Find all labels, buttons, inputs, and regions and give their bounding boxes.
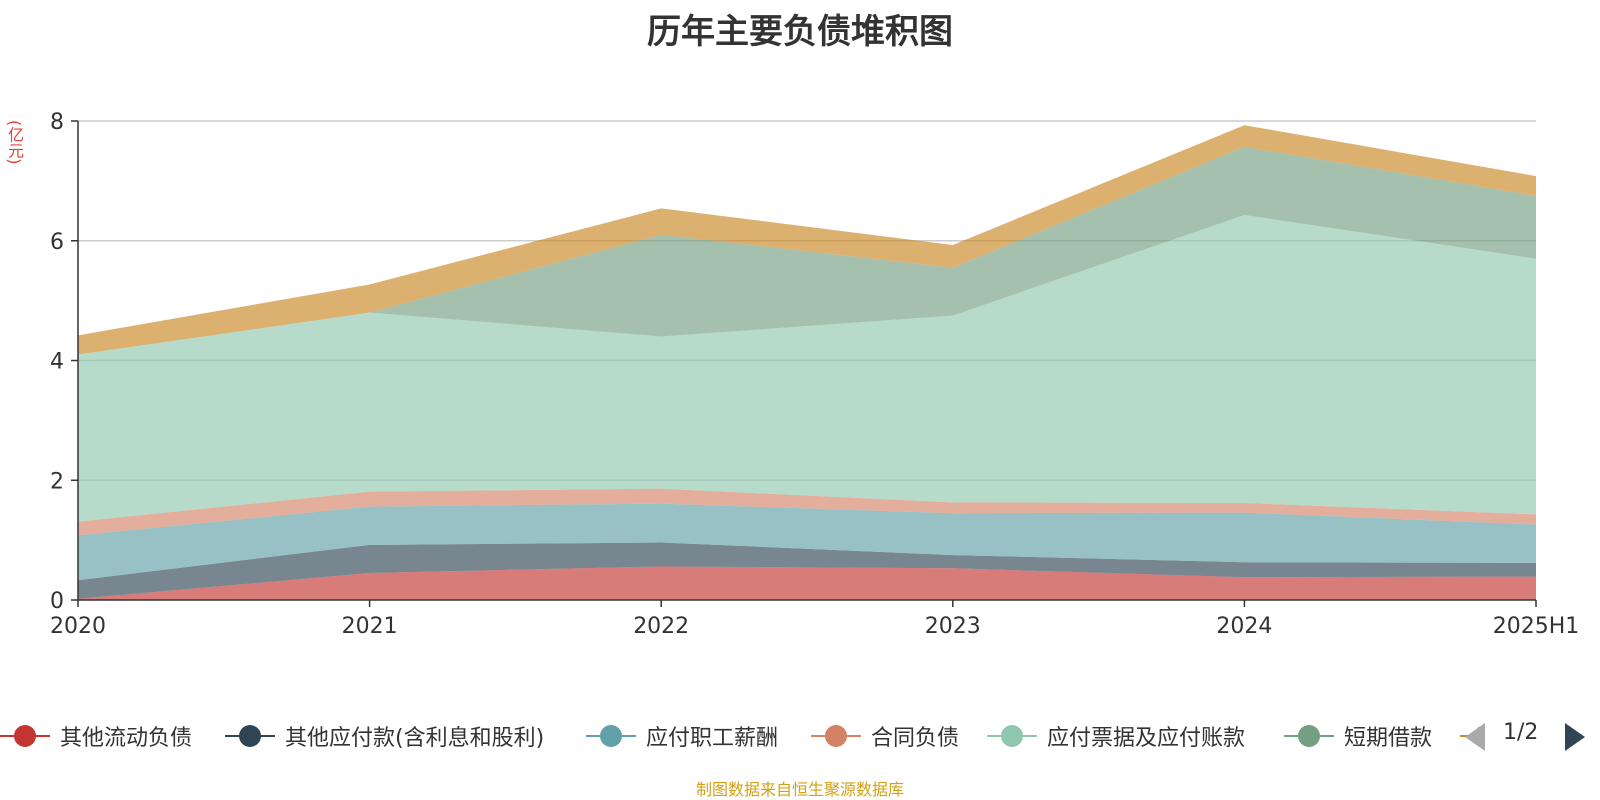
x-tick-label-0: 2020 [50,614,106,639]
legend-label: 应付职工薪酬 [646,726,779,751]
legend-label: 合同负债 [871,726,960,751]
legend-next-page-arrow-icon[interactable] [1565,723,1585,751]
legend-marker-icon [811,718,861,754]
series-area-4 [78,215,1536,522]
series-area-0 [78,566,1536,600]
y-tick-label-0: 0 [50,589,64,614]
x-tick-label-2: 2022 [633,614,689,639]
legend-item-5[interactable]: 短期借款 [1284,718,1432,754]
x-tick-label-4: 2024 [1216,614,1272,639]
legend-item-2[interactable]: 应付职工薪酬 [586,718,778,754]
legend-pager: 1/2 [1465,718,1600,754]
chart-legend: 其他流动负债 其他应付款(含利息和股利) 应付职工薪酬 合同负债 应付票据及应付账款 短期… [0,718,1600,754]
series-area-1 [78,542,1536,599]
chart-title: 历年主要负债堆积图 [647,12,953,52]
legend-label: 应付票据及应付账款 [1047,726,1246,751]
legend-page-indicator: 1/2 [1503,720,1539,745]
legend-label: 短期借款 [1344,726,1433,751]
y-tick-label-4: 8 [50,110,64,135]
data-source-note: 制图数据来自恒生聚源数据库 [695,780,904,799]
series-area-6 [78,125,1536,355]
legend-marker-icon [1284,718,1334,754]
stacked-area-chart: 0 2 4 6 8 2020 2021 2022 2023 2024 2025H1 [50,110,1580,639]
y-axis-unit-label: (亿元) [5,120,24,165]
legend-marker-icon [0,718,50,754]
x-tick-label-1: 2021 [342,614,398,639]
series-area-5 [78,146,1536,355]
y-tick-label-3: 6 [50,230,64,255]
x-tick-label-3: 2023 [925,614,981,639]
legend-marker-icon [987,718,1037,754]
legend-label: 其他流动负债 [60,726,193,751]
legend-marker-icon [586,718,636,754]
legend-marker-icon [225,718,275,754]
legend-prev-page-arrow-icon[interactable] [1465,723,1485,751]
legend-item-3[interactable]: 合同负债 [811,718,959,754]
legend-label: 其他应付款(含利息和股利) [285,726,545,751]
x-tick-label-5: 2025H1 [1493,614,1580,639]
series-area-3 [78,488,1536,536]
legend-item-1[interactable]: 其他应付款(含利息和股利) [225,718,544,754]
y-tick-label-1: 2 [50,469,64,494]
legend-item-0[interactable]: 其他流动负债 [0,718,192,754]
series-area-2 [78,503,1536,581]
y-tick-label-2: 4 [50,350,64,375]
legend-item-4[interactable]: 应付票据及应付账款 [987,718,1245,754]
